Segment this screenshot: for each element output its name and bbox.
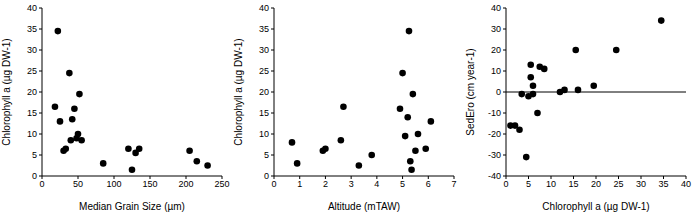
- svg-text:5: 5: [526, 179, 531, 189]
- svg-text:-30: -30: [488, 150, 501, 160]
- svg-text:15: 15: [27, 108, 37, 118]
- svg-text:7: 7: [451, 179, 456, 189]
- svg-text:250: 250: [214, 179, 229, 189]
- svg-text:-20: -20: [488, 129, 501, 139]
- svg-text:-10: -10: [488, 108, 501, 118]
- svg-text:200: 200: [178, 179, 193, 189]
- svg-text:4: 4: [374, 179, 379, 189]
- svg-text:Altitude (mTAW): Altitude (mTAW): [328, 201, 400, 212]
- svg-text:0: 0: [264, 171, 269, 181]
- svg-text:25: 25: [613, 179, 623, 189]
- svg-text:0: 0: [39, 179, 44, 189]
- svg-text:30: 30: [636, 179, 646, 189]
- svg-text:150: 150: [142, 179, 157, 189]
- svg-text:Chlorophyll a (µg DW-1): Chlorophyll a (µg DW-1): [8, 38, 12, 145]
- svg-text:0: 0: [32, 171, 37, 181]
- svg-text:25: 25: [259, 66, 269, 76]
- svg-text:40: 40: [491, 3, 501, 13]
- svg-text:40: 40: [259, 3, 269, 13]
- svg-text:5: 5: [400, 179, 405, 189]
- svg-text:40: 40: [681, 179, 690, 189]
- svg-text:Median Grain Size (µm): Median Grain Size (µm): [79, 201, 185, 212]
- svg-text:50: 50: [73, 179, 83, 189]
- svg-text:5: 5: [32, 150, 37, 160]
- svg-text:15: 15: [259, 108, 269, 118]
- svg-text:20: 20: [259, 87, 269, 97]
- svg-text:35: 35: [27, 24, 37, 34]
- svg-text:20: 20: [27, 87, 37, 97]
- svg-text:6: 6: [426, 179, 431, 189]
- svg-text:30: 30: [27, 45, 37, 55]
- svg-text:30: 30: [259, 45, 269, 55]
- svg-text:10: 10: [259, 129, 269, 139]
- svg-text:SedEro (cm year-1): SedEro (cm year-1): [465, 48, 476, 135]
- svg-text:35: 35: [658, 179, 668, 189]
- svg-text:20: 20: [491, 45, 501, 55]
- svg-text:Chlorophyll a (µg DW-1): Chlorophyll a (µg DW-1): [542, 201, 649, 212]
- svg-text:35: 35: [259, 24, 269, 34]
- svg-text:Chlorophyll a (µg DW-1): Chlorophyll a (µg DW-1): [233, 38, 244, 145]
- svg-text:5: 5: [264, 150, 269, 160]
- svg-text:40: 40: [27, 3, 37, 13]
- svg-text:30: 30: [491, 24, 501, 34]
- svg-text:-40: -40: [488, 171, 501, 181]
- svg-text:1: 1: [297, 179, 302, 189]
- svg-text:10: 10: [546, 179, 556, 189]
- svg-text:0: 0: [271, 179, 276, 189]
- svg-text:25: 25: [27, 66, 37, 76]
- svg-text:15: 15: [568, 179, 578, 189]
- svg-text:2: 2: [323, 179, 328, 189]
- svg-text:20: 20: [591, 179, 601, 189]
- svg-text:0: 0: [503, 179, 508, 189]
- svg-text:10: 10: [27, 129, 37, 139]
- svg-text:100: 100: [106, 179, 121, 189]
- svg-text:3: 3: [349, 179, 354, 189]
- svg-text:10: 10: [491, 66, 501, 76]
- svg-text:0: 0: [496, 87, 501, 97]
